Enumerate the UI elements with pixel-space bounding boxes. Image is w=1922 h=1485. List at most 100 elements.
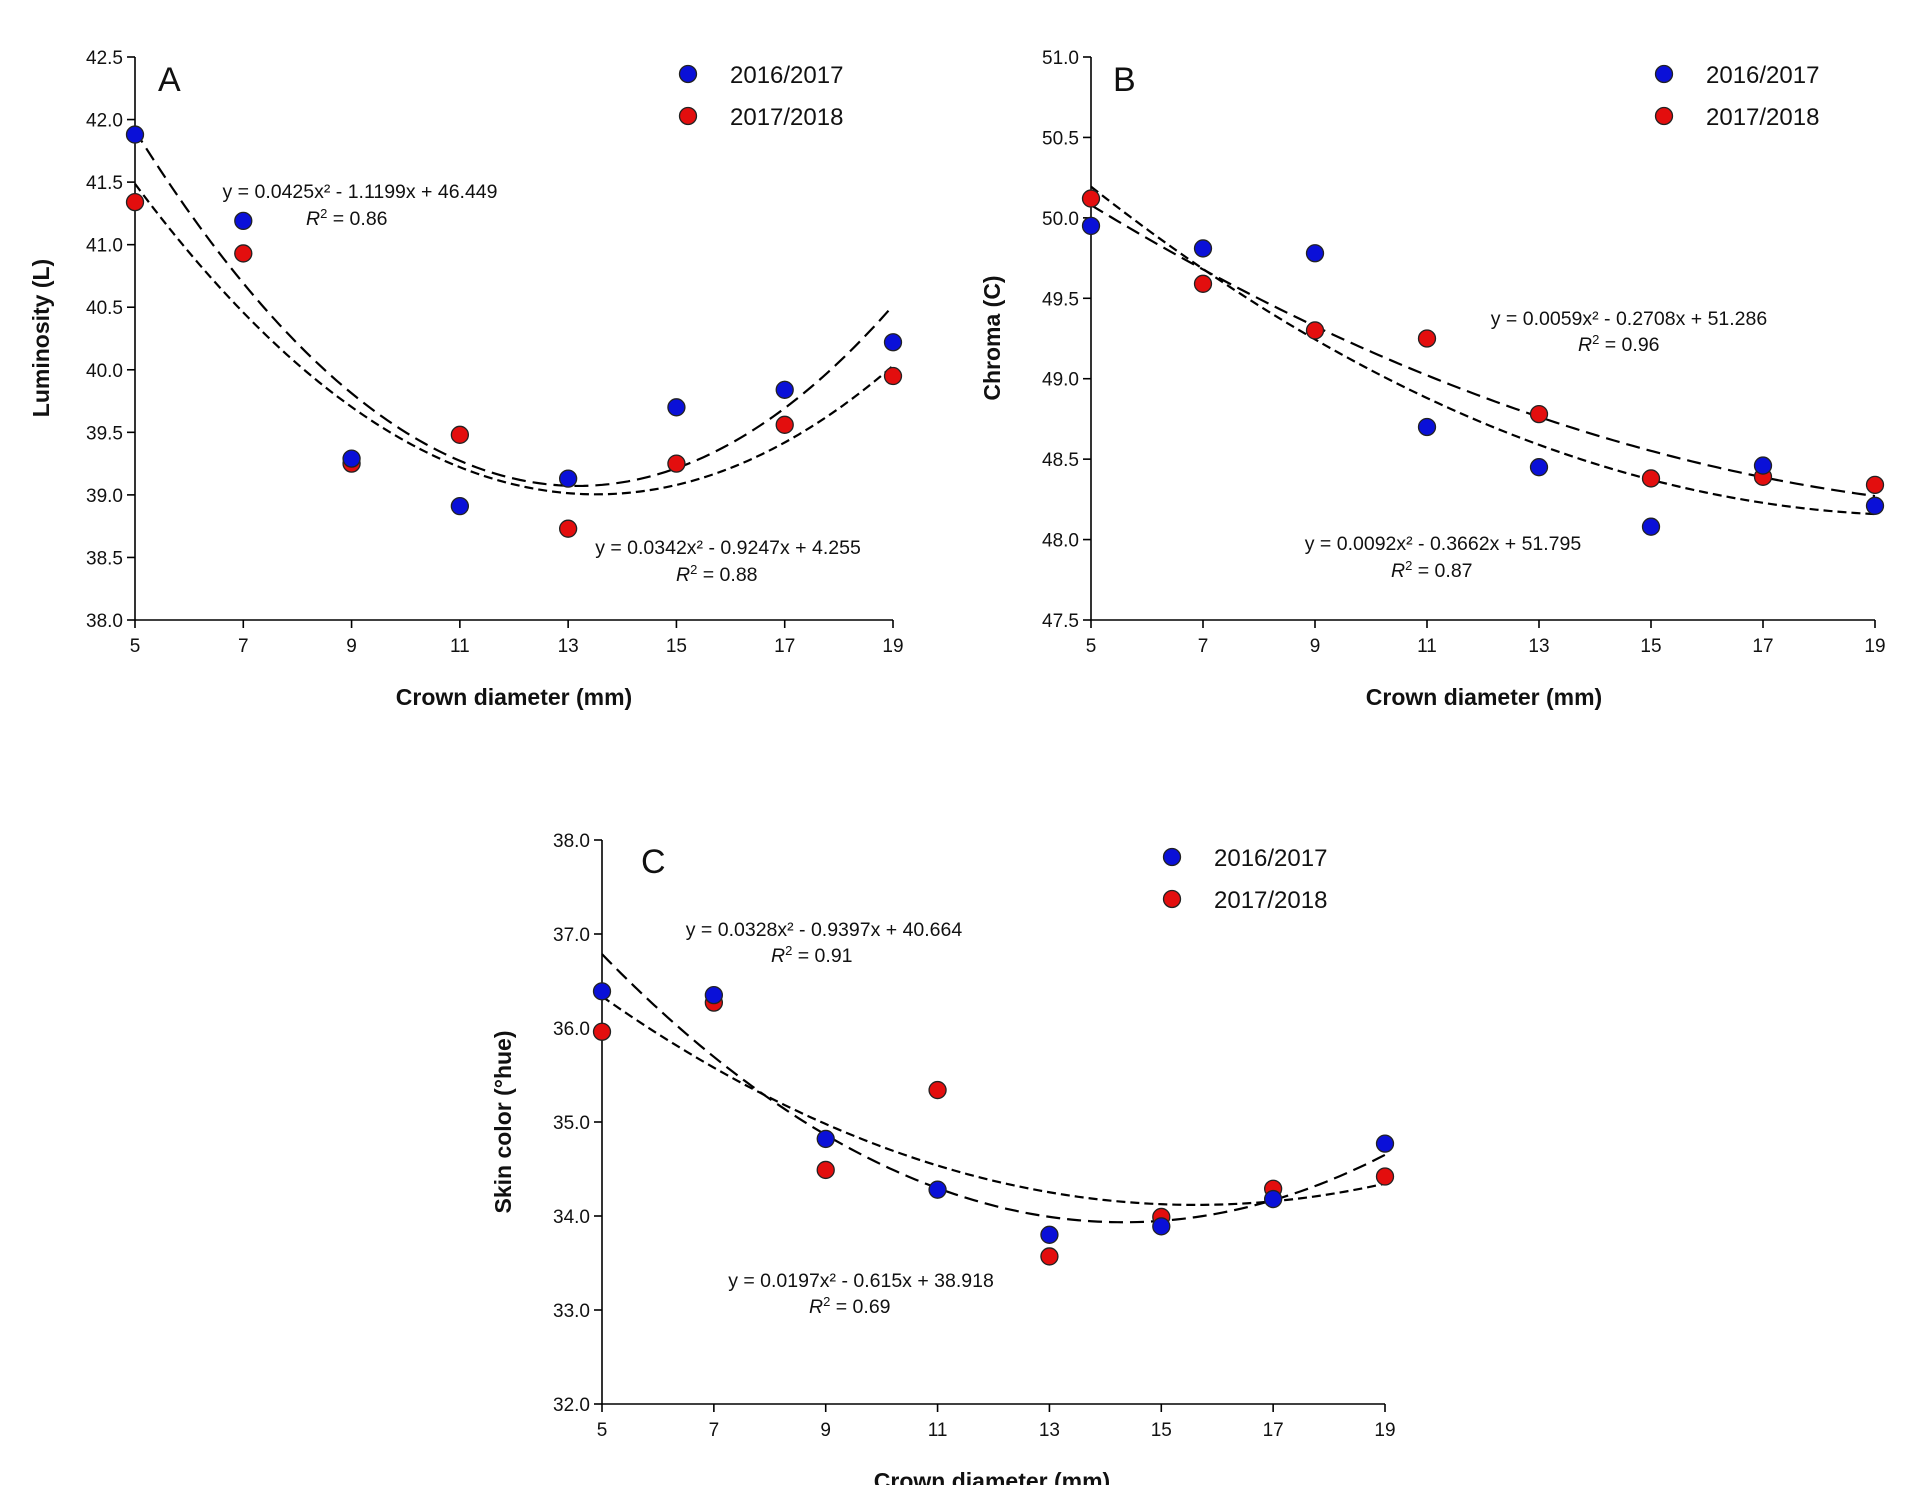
- panel-a-y-tick-label: 42.0: [86, 111, 123, 132]
- panel-a-point-2016-2017: [342, 449, 361, 468]
- panel-a-fit-equation: y = 0.0425x² - 1.1199x + 46.449: [223, 181, 498, 203]
- panel-b-fit-curve: [1090, 204, 1876, 498]
- panel-c-fit-curve: [601, 953, 1386, 1224]
- panel-a-y-tick-label: 41.0: [86, 236, 123, 257]
- panel-c-x-tick-label: 5: [597, 1420, 608, 1441]
- panel-c-r-squared: R2 = 0.91: [771, 943, 853, 967]
- panel-c-point-2016-2017: [928, 1180, 947, 1199]
- panel-b-point-2017-2018: [1641, 469, 1661, 488]
- panel-b-point-2016-2017: [1193, 239, 1213, 258]
- panel-b-fit-curve: [1090, 185, 1876, 516]
- panel-b-r-squared: R2 = 0.87: [1391, 558, 1473, 582]
- panel-a-point-2016-2017: [667, 398, 686, 417]
- panel-a-legend-marker: [678, 106, 698, 126]
- panel-b-legend-label: 2016/2017: [1706, 62, 1819, 89]
- panel-c-point-2016-2017: [592, 982, 612, 1001]
- panel-b-y-tick-label: 48.0: [1042, 531, 1079, 552]
- panel-c-legend-marker: [1162, 847, 1182, 867]
- panel-a-point-2016-2017: [125, 125, 145, 144]
- panel-b-point-2017-2018: [1865, 475, 1885, 495]
- panel-c-legend-marker: [1162, 889, 1182, 909]
- panel-c-y-tick-label: 38.0: [553, 831, 590, 852]
- panel-c-point-2017-2018: [1040, 1247, 1059, 1266]
- panel-c-point-2017-2018: [816, 1160, 835, 1180]
- panel-b-point-2017-2018: [1081, 189, 1101, 208]
- panel-b-x-tick-label: 19: [1864, 636, 1885, 657]
- panel-b-point-2016-2017: [1081, 216, 1101, 236]
- panel-c-y-tick-label: 32.0: [553, 1395, 590, 1416]
- panel-a-point-2017-2018: [883, 366, 903, 386]
- panel-c-point-2016-2017: [1263, 1189, 1283, 1209]
- panel-a-point-2017-2018: [667, 454, 686, 473]
- panel-a-x-tick-label: 11: [450, 636, 470, 657]
- panel-b-fit-equation: y = 0.0059x² - 0.2708x + 51.286: [1491, 308, 1767, 330]
- panel-a-point-2017-2018: [775, 415, 794, 434]
- panel-a-point-2016-2017: [558, 469, 578, 488]
- panel-b-y-tick-label: 51.0: [1042, 48, 1079, 69]
- panel-a-point-2017-2018: [558, 519, 578, 538]
- panel-b-y-axis-title: Chroma (C): [979, 275, 1005, 400]
- panel-b-x-axis-title: Crown diameter (mm): [1366, 684, 1602, 710]
- panel-c-y-tick-label: 36.0: [553, 1019, 590, 1040]
- panel-c-point-2017-2018: [928, 1080, 947, 1100]
- panel-a-y-tick-label: 38.5: [86, 548, 123, 569]
- panel-c-x-tick-label: 19: [1374, 1420, 1395, 1441]
- panel-a-y-tick-label: 42.5: [86, 48, 123, 69]
- panel-c-point-2016-2017: [816, 1129, 835, 1149]
- panel-a-x-tick-label: 9: [346, 636, 357, 657]
- panel-a-legend-label: 2016/2017: [730, 62, 843, 89]
- panel-b-point-2016-2017: [1753, 456, 1773, 475]
- panel-c-legend-label: 2016/2017: [1214, 845, 1327, 872]
- panel-a-point-2017-2018: [234, 244, 253, 263]
- panel-c-y-tick-label: 37.0: [553, 925, 590, 946]
- panel-b-x-tick-label: 5: [1086, 636, 1097, 657]
- panel-c-y-axis-title: Skin color (°hue): [490, 1031, 516, 1214]
- panel-b-x-tick-label: 11: [1417, 636, 1437, 657]
- panel-a-x-axis-title: Crown diameter (mm): [396, 684, 632, 710]
- panel-a-r-squared: R2 = 0.86: [306, 206, 388, 230]
- panel-b-point-2017-2018: [1417, 329, 1437, 348]
- panel-b-y-tick-label: 49.0: [1042, 370, 1079, 391]
- panel-b-point-2017-2018: [1305, 321, 1325, 340]
- panel-a-fit-curve: [134, 183, 894, 496]
- panel-c-y-tick-label: 33.0: [553, 1301, 590, 1322]
- panel-a-x-tick-label: 13: [558, 636, 579, 657]
- panel-b-x-tick-label: 17: [1752, 636, 1773, 657]
- panel-b-x-tick-label: 15: [1640, 636, 1661, 657]
- panel-a-y-axis-title: Luminosity (L): [28, 259, 54, 417]
- panel-c-x-tick-label: 11: [928, 1420, 948, 1441]
- panel-a-point-2017-2018: [450, 425, 470, 444]
- panel-c-legend-label: 2017/2018: [1214, 887, 1327, 914]
- panel-c-x-tick-label: 9: [820, 1420, 831, 1441]
- panel-c-letter: C: [641, 843, 666, 881]
- panel-c-point-2016-2017: [1375, 1134, 1395, 1153]
- panel-c-y-tick-label: 34.0: [553, 1207, 590, 1228]
- panel-c-x-tick-label: 7: [709, 1420, 720, 1441]
- panel-a-point-2016-2017: [450, 496, 470, 516]
- panel-c-y-tick-label: 35.0: [553, 1113, 590, 1134]
- panel-a-y-tick-label: 39.0: [86, 486, 123, 507]
- panel-c-fit-equation: y = 0.0197x² - 0.615x + 38.918: [728, 1270, 994, 1292]
- panel-a-fit-equation: y = 0.0342x² - 0.9247x + 4.255: [595, 537, 861, 559]
- panel-a-r-squared: R2 = 0.88: [676, 562, 758, 586]
- panel-b-legend-label: 2017/2018: [1706, 104, 1819, 131]
- panel-b-r-squared: R2 = 0.96: [1578, 332, 1660, 356]
- panel-b-x-tick-label: 7: [1198, 636, 1209, 657]
- panel-b-legend-marker: [1654, 106, 1674, 126]
- panel-b-point-2016-2017: [1529, 458, 1549, 477]
- panel-a-y-tick-label: 41.5: [86, 173, 123, 194]
- panel-c-point-2016-2017: [704, 985, 724, 1005]
- panel-b-y-tick-label: 48.5: [1042, 450, 1079, 471]
- panel-a-fit-curve: [134, 129, 894, 488]
- panel-c-x-tick-label: 15: [1151, 1420, 1172, 1441]
- panel-b-fit-equation: y = 0.0092x² - 0.3662x + 51.795: [1305, 533, 1582, 555]
- panel-b-y-tick-label: 50.5: [1042, 128, 1079, 149]
- panel-a-point-2016-2017: [234, 211, 253, 231]
- panel-b-point-2016-2017: [1641, 517, 1661, 536]
- panel-a-point-2017-2018: [125, 192, 145, 212]
- panel-b-y-tick-label: 50.0: [1042, 209, 1079, 230]
- panel-a-x-tick-label: 17: [774, 636, 795, 657]
- panel-c-r-squared: R2 = 0.69: [809, 1294, 891, 1318]
- panel-b-point-2016-2017: [1865, 496, 1885, 515]
